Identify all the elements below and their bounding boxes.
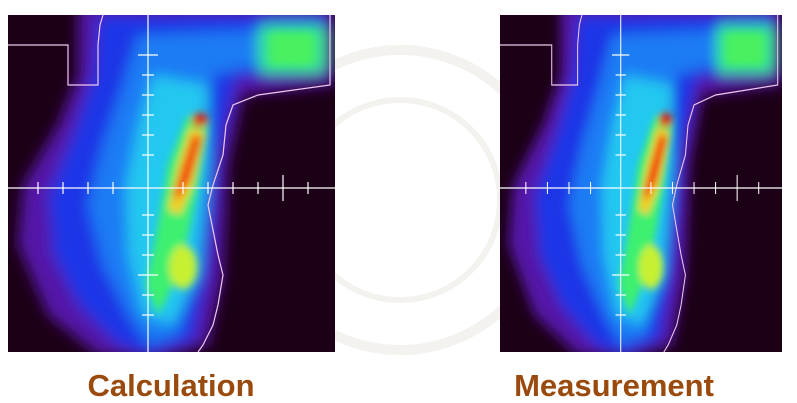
measurement-map <box>500 5 782 360</box>
panel-label: Measurement <box>514 368 714 403</box>
page: Calculation Measurement <box>0 0 797 403</box>
figure: Calculation Measurement <box>0 0 797 403</box>
panel-label: Calculation <box>87 368 254 403</box>
calculation-map <box>8 5 335 360</box>
